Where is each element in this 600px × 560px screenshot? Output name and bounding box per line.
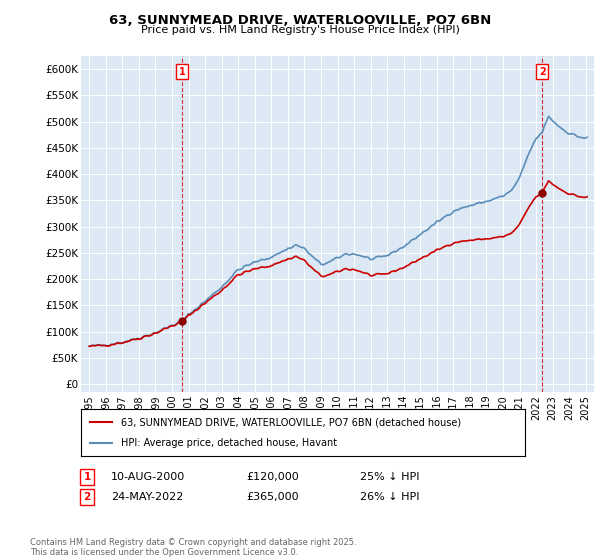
Text: 26% ↓ HPI: 26% ↓ HPI	[360, 492, 419, 502]
Text: 24-MAY-2022: 24-MAY-2022	[111, 492, 184, 502]
Text: 25% ↓ HPI: 25% ↓ HPI	[360, 472, 419, 482]
Text: 2: 2	[539, 67, 546, 77]
Text: 63, SUNNYMEAD DRIVE, WATERLOOVILLE, PO7 6BN: 63, SUNNYMEAD DRIVE, WATERLOOVILLE, PO7 …	[109, 14, 491, 27]
Text: 63, SUNNYMEAD DRIVE, WATERLOOVILLE, PO7 6BN (detached house): 63, SUNNYMEAD DRIVE, WATERLOOVILLE, PO7 …	[121, 417, 461, 427]
Text: £120,000: £120,000	[246, 472, 299, 482]
Text: £365,000: £365,000	[246, 492, 299, 502]
Text: 10-AUG-2000: 10-AUG-2000	[111, 472, 185, 482]
Text: HPI: Average price, detached house, Havant: HPI: Average price, detached house, Hava…	[121, 438, 337, 448]
Text: Contains HM Land Registry data © Crown copyright and database right 2025.
This d: Contains HM Land Registry data © Crown c…	[30, 538, 356, 557]
Text: 2: 2	[83, 492, 91, 502]
Text: 1: 1	[83, 472, 91, 482]
Text: Price paid vs. HM Land Registry's House Price Index (HPI): Price paid vs. HM Land Registry's House …	[140, 25, 460, 35]
Text: 1: 1	[179, 67, 185, 77]
